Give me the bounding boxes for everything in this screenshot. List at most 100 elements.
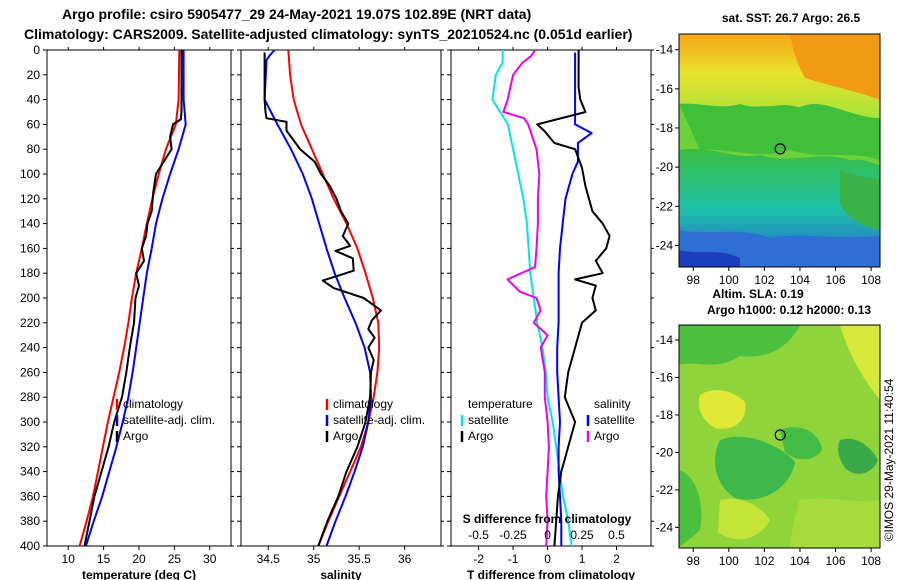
lon-tick-label: 106 — [826, 273, 846, 287]
x-tick-label: -2 — [473, 552, 484, 566]
s-tick-label: 0.25 — [570, 528, 594, 542]
series-t-argo-clim — [536, 50, 611, 547]
plot-frame — [240, 49, 442, 547]
x-tick-label: 36 — [398, 552, 412, 566]
depth-tick-label: 20 — [27, 68, 41, 82]
sla-map-title-line2: Argo h1000: 0.12 h2000: 0.13 — [707, 303, 871, 317]
sst-map: -14 -16 -18 -20 -22 -24 98 100 102 104 106 108 sat.… — [656, 11, 882, 287]
depth-tick-label: 300 — [20, 415, 40, 429]
series-climatology — [78, 49, 181, 547]
series-satellite-adj-clim- — [84, 50, 187, 547]
depth-tick-label: 100 — [20, 167, 40, 181]
x-tick-label: 20 — [132, 552, 146, 566]
lon-tick-label: 98 — [687, 273, 701, 287]
x-tick-label: 30 — [203, 552, 217, 566]
x-axis-label: salinity — [320, 568, 362, 580]
lat-tick-label: -24 — [656, 238, 674, 252]
depth-tick-label: 380 — [20, 514, 40, 528]
legend-label: Argo — [468, 429, 494, 443]
series-satellite-adj-clim- — [263, 49, 372, 547]
lat-tick-label: -22 — [656, 483, 674, 497]
x-axis-label: T difference from climatology — [467, 568, 635, 580]
series-s-argo-clim — [556, 52, 593, 546]
lat-tick-label: -18 — [656, 408, 674, 422]
s-tick-label: -0.25 — [499, 528, 527, 542]
lon-tick-label: 108 — [861, 554, 881, 568]
depth-tick-label: 200 — [20, 291, 40, 305]
lat-tick-label: -20 — [656, 445, 674, 459]
depth-tick-label: 400 — [20, 539, 40, 553]
series-argo — [83, 50, 183, 547]
depth-tick-label: 260 — [20, 365, 40, 379]
lon-tick-label: 100 — [719, 273, 739, 287]
s-tick-label: 0 — [544, 528, 551, 542]
depth-tick-label: 160 — [20, 241, 40, 255]
depth-tick-label: 0 — [33, 43, 40, 57]
lat-tick-label: -24 — [656, 520, 674, 534]
depth-tick-label: 60 — [27, 117, 41, 131]
lat-tick-label: -16 — [656, 82, 674, 96]
sla-map: -14 -16 -18 -20 -22 -24 98 100 102 104 106 108 Alti… — [656, 287, 882, 568]
x-tick-label: 25 — [168, 552, 182, 566]
depth-tick-label: 340 — [20, 465, 40, 479]
difference-panel: -2 -1 0 1 2 T difference from climatology temp… — [447, 47, 654, 580]
header-line-2: Climatology: CARS2009. Satellite-adjuste… — [24, 26, 633, 42]
x-tick-label: -1 — [508, 552, 519, 566]
s-tick-label: 0.5 — [608, 528, 625, 542]
depth-tick-label: 320 — [20, 440, 40, 454]
series-argo — [263, 52, 382, 547]
depth-tick-label: 280 — [20, 390, 40, 404]
lon-tick-label: 100 — [719, 554, 739, 568]
legend-label: satellite — [468, 413, 509, 427]
x-axis-label: temperature (deg C) — [82, 568, 196, 580]
x-tick-label: 34.5 — [257, 552, 281, 566]
lon-tick-label: 106 — [826, 554, 846, 568]
x-tick-label: 0 — [544, 552, 551, 566]
salinity-panel: 34.5 35 35.5 36 salinity climatology satellite… — [237, 47, 444, 580]
lat-tick-label: -18 — [656, 121, 674, 135]
series-s-satellite-clim — [502, 49, 550, 547]
depth-tick-label: 180 — [20, 266, 40, 280]
legend-label: satellite — [594, 413, 635, 427]
copyright-stamp: ©IMOS 29-May-2021 11:40:54 — [882, 378, 896, 541]
s-tick-label: -0.5 — [468, 528, 489, 542]
x-tick-label: 1 — [579, 552, 586, 566]
lon-tick-label: 104 — [790, 554, 810, 568]
header-line-1: Argo profile: csiro 5905477_29 24-May-20… — [62, 6, 532, 22]
sla-map-title-line1: Altim. SLA: 0.19 — [712, 287, 804, 301]
legend-header-temperature: temperature — [468, 397, 533, 411]
series-t-satellite-clim — [491, 50, 573, 547]
x-tick-label: 35 — [307, 552, 321, 566]
x-tick-label: 15 — [97, 552, 111, 566]
s-axis-label: S difference from climatology — [463, 512, 632, 526]
depth-tick-label: 120 — [20, 192, 40, 206]
lon-tick-label: 108 — [861, 273, 881, 287]
legend-label: Argo — [123, 429, 149, 443]
plot-frame — [46, 49, 232, 547]
depth-tick-label: 140 — [20, 217, 40, 231]
lon-tick-label: 102 — [754, 273, 774, 287]
depth-tick-label: 40 — [27, 93, 41, 107]
legend-label: Argo — [333, 429, 359, 443]
lat-tick-label: -22 — [656, 199, 674, 213]
lat-tick-label: -14 — [656, 43, 674, 57]
lat-tick-label: -16 — [656, 370, 674, 384]
argo-location-marker — [774, 429, 786, 441]
legend-header-salinity: salinity — [594, 397, 631, 411]
legend-label: satellite-adj. clim. — [123, 413, 215, 427]
argo-location-marker — [774, 143, 786, 155]
x-tick-label: 10 — [62, 552, 76, 566]
lon-tick-label: 98 — [687, 554, 701, 568]
legend-label: satellite-adj. clim. — [333, 413, 425, 427]
sst-map-title: sat. SST: 26.7 Argo: 26.5 — [722, 11, 861, 25]
plot-frame — [450, 49, 652, 547]
x-tick-label: 35.5 — [348, 552, 372, 566]
lat-tick-label: -14 — [656, 333, 674, 347]
lon-tick-label: 102 — [754, 554, 774, 568]
depth-tick-label: 80 — [27, 142, 41, 156]
legend-label: climatology — [123, 397, 183, 411]
x-tick-label: 2 — [613, 552, 620, 566]
temperature-panel: 0 20 40 60 80 100 120 140 160 180 200 220 240 260 280 3… — [20, 43, 234, 580]
